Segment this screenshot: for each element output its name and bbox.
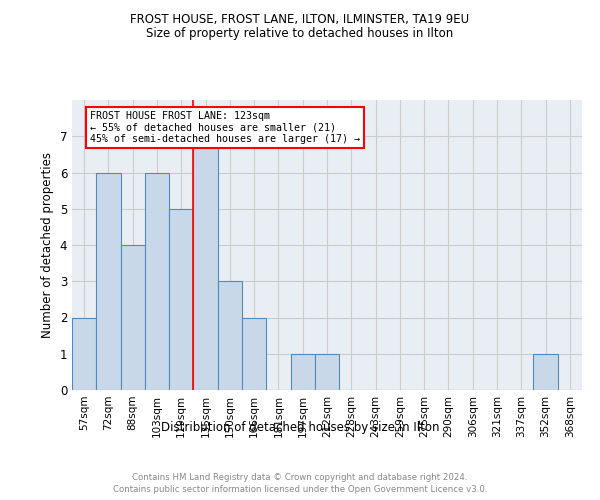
Bar bbox=[193, 136, 218, 390]
Bar bbox=[315, 354, 339, 390]
Bar bbox=[533, 354, 558, 390]
Bar bbox=[169, 209, 193, 390]
Text: FROST HOUSE FROST LANE: 123sqm
← 55% of detached houses are smaller (21)
45% of : FROST HOUSE FROST LANE: 123sqm ← 55% of … bbox=[90, 111, 360, 144]
Bar bbox=[96, 172, 121, 390]
Y-axis label: Number of detached properties: Number of detached properties bbox=[41, 152, 54, 338]
Text: Contains HM Land Registry data © Crown copyright and database right 2024.: Contains HM Land Registry data © Crown c… bbox=[132, 472, 468, 482]
Bar bbox=[72, 318, 96, 390]
Bar bbox=[121, 245, 145, 390]
Text: Distribution of detached houses by size in Ilton: Distribution of detached houses by size … bbox=[161, 421, 439, 434]
Bar bbox=[218, 281, 242, 390]
Text: FROST HOUSE, FROST LANE, ILTON, ILMINSTER, TA19 9EU: FROST HOUSE, FROST LANE, ILTON, ILMINSTE… bbox=[130, 12, 470, 26]
Bar bbox=[242, 318, 266, 390]
Text: Contains public sector information licensed under the Open Government Licence v3: Contains public sector information licen… bbox=[113, 485, 487, 494]
Text: Size of property relative to detached houses in Ilton: Size of property relative to detached ho… bbox=[146, 28, 454, 40]
Bar bbox=[145, 172, 169, 390]
Bar bbox=[290, 354, 315, 390]
